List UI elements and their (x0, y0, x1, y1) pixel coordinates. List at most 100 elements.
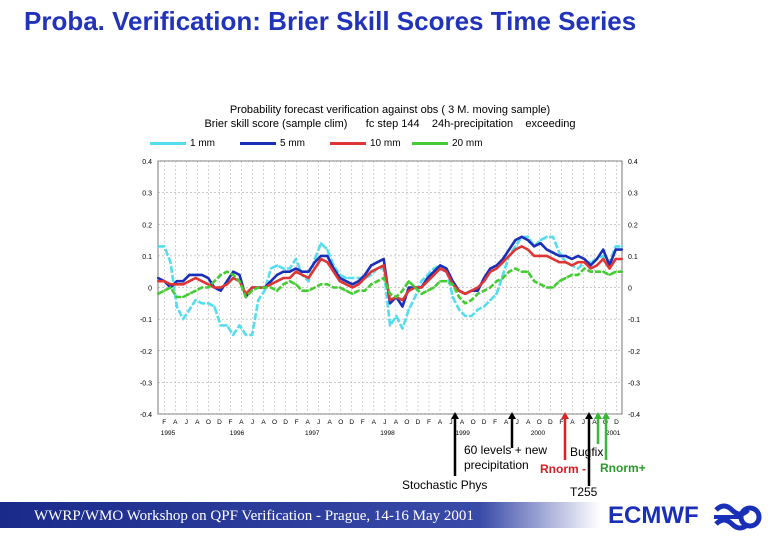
data-point (351, 283, 354, 286)
data-point (539, 238, 542, 242)
data-point (213, 305, 216, 308)
data-point (551, 251, 555, 254)
data-point (357, 289, 360, 292)
data-point (589, 270, 592, 273)
data-point (175, 280, 178, 283)
data-point (213, 286, 216, 289)
data-point (570, 273, 573, 276)
x-tick-label: F (295, 419, 299, 426)
data-point (620, 245, 624, 248)
data-point (526, 248, 530, 251)
data-point (426, 273, 429, 276)
y-tick-label-right: 0.3 (628, 191, 638, 198)
x-tick-label: O (272, 419, 277, 426)
data-point (238, 280, 241, 283)
data-point (307, 280, 310, 283)
x-tick-label: A (305, 419, 310, 426)
data-point (232, 273, 235, 276)
data-point (169, 286, 172, 289)
data-point (363, 276, 367, 280)
data-point (476, 289, 479, 292)
data-point (338, 280, 341, 283)
y-tick-label-right: -0.1 (628, 317, 640, 324)
legend-label: 1 mm (190, 138, 215, 149)
data-point (520, 245, 523, 248)
data-point (426, 276, 429, 280)
data-point (307, 270, 310, 273)
x-tick-label: D (217, 419, 222, 426)
data-point (156, 276, 160, 280)
legend-item: 20 mm (412, 138, 483, 149)
data-point (351, 276, 354, 280)
data-point (514, 245, 517, 248)
data-point (282, 276, 285, 280)
y-tick-label-left: -0.4 (140, 412, 152, 419)
data-point (520, 235, 523, 238)
data-point (407, 289, 410, 292)
data-point (370, 283, 373, 286)
x-tick-label: A (394, 419, 399, 426)
data-point (276, 280, 279, 283)
data-point (457, 308, 461, 311)
x-tick-label: J (251, 419, 254, 426)
data-point (232, 276, 235, 280)
data-point (338, 286, 341, 289)
data-point (508, 248, 511, 251)
legend-item: 1 mm (150, 138, 215, 149)
data-point (345, 283, 348, 286)
x-tick-label: D (416, 419, 421, 426)
data-point (577, 254, 580, 257)
x-tick-label: J (185, 419, 188, 426)
data-point (294, 283, 298, 286)
data-point (539, 254, 542, 257)
data-point (620, 248, 624, 251)
y-tick-label-left: -0.3 (140, 380, 152, 387)
x-tick-label: F (361, 419, 365, 426)
data-point (445, 280, 448, 283)
data-point (156, 245, 160, 248)
slide-title: Proba. Verification: Brier Skill Scores … (24, 6, 637, 36)
data-point (169, 283, 172, 286)
data-point (370, 270, 373, 273)
data-point (244, 295, 247, 299)
data-point (345, 276, 348, 280)
data-point (345, 289, 348, 292)
data-point (163, 245, 166, 248)
data-point (420, 286, 423, 289)
data-point (181, 280, 185, 283)
data-point (207, 302, 210, 305)
data-point (608, 273, 611, 276)
data-point (207, 276, 210, 280)
data-point (319, 283, 323, 286)
data-point (213, 280, 216, 283)
y-tick-label-left: 0.4 (142, 159, 152, 166)
data-point (432, 267, 435, 270)
data-point (439, 280, 442, 283)
data-point (445, 270, 448, 273)
data-point (526, 270, 530, 273)
x-tick-label: A (173, 419, 178, 426)
data-point (395, 314, 398, 318)
data-point (276, 289, 279, 292)
arrow-rnorm-minus-head (561, 412, 569, 419)
annotation-bugfix: Bugfix (570, 445, 604, 459)
data-point (225, 270, 229, 273)
data-point (401, 289, 404, 292)
data-point (319, 254, 323, 257)
ecmwf-logo-icon (714, 503, 762, 531)
data-point (382, 276, 385, 280)
data-point (250, 333, 254, 337)
data-point (470, 299, 473, 302)
data-point (332, 286, 335, 289)
data-point (420, 292, 423, 295)
data-point (207, 286, 210, 289)
x-tick-label: O (404, 419, 409, 426)
data-point (614, 245, 617, 248)
data-point (401, 305, 404, 308)
legend-swatch (330, 142, 366, 145)
y-tick-label-right: 0.4 (628, 159, 638, 166)
data-point (326, 261, 329, 264)
data-point (432, 273, 435, 276)
data-point (533, 280, 536, 283)
data-point (288, 270, 291, 273)
